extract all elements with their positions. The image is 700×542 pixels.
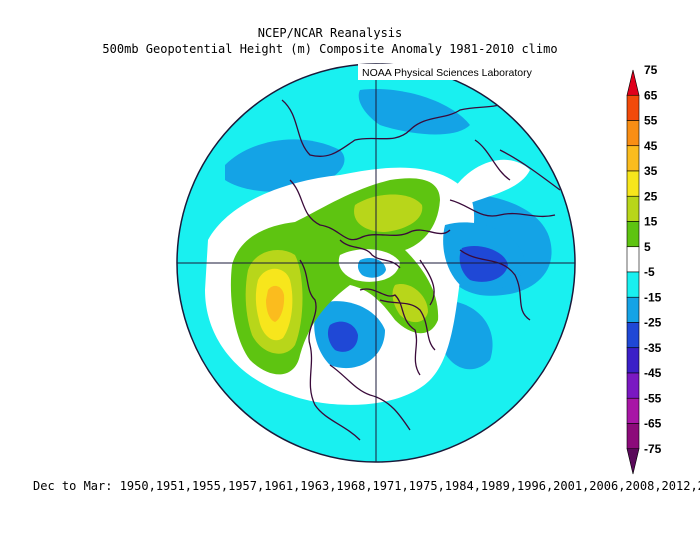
colorbar-swatch [626,145,640,172]
colorbar-swatch [626,94,640,121]
anomaly-zero-band-pacific [450,159,530,205]
colorbar-tick-label: -15 [644,290,662,304]
colorbar-swatch [626,221,640,248]
anomaly-pos-yellowgreen-arctic [354,194,423,232]
colorbar-swatch [626,423,640,450]
colorbar: 75 65 55 45 35 25 15 5 -5 -15 -25 -35 -45 -55 -65 -75 [626,63,662,475]
anomaly-pos-orange [266,285,285,322]
credit-box [358,64,576,80]
colorbar-tick-label: -55 [644,391,662,405]
colorbar-tick-label: 5 [644,240,651,254]
colorbar-swatch [626,448,640,475]
anomaly-field [177,64,575,462]
coastlines [281,99,561,441]
anomaly-neg-core-na [327,321,358,352]
map-subtitle: 500mb Geopotential Height (m) Composite … [102,42,558,56]
colorbar-tick-label: -25 [644,316,662,330]
colorbar-tick-label: 55 [644,114,658,128]
colorbar-tick-label: 15 [644,215,658,229]
colorbar-swatch [626,372,640,399]
colorbar-swatch [626,246,640,273]
colorbar-tick-label: -65 [644,417,662,431]
colorbar-swatch [626,347,640,374]
map-gridlines [177,64,575,462]
colorbar-tick-label: 35 [644,164,658,178]
anomaly-neg-core-europe [459,245,508,282]
colorbar-swatch [626,322,640,349]
colorbar-tick-label: -35 [644,341,662,355]
colorbar-tick-label: -45 [644,366,662,380]
colorbar-tick-label: 45 [644,139,658,153]
colorbar-tick-label: 25 [644,189,658,203]
anomaly-neg-arctic-top [358,89,470,135]
colorbar-swatch [626,296,640,323]
colorbar-swatch [626,271,640,298]
footer-note: Dec to Mar: 1950,1951,1955,1957,1961,196… [33,479,700,493]
colorbar-tick-label: 65 [644,88,658,102]
colorbar-swatch [626,170,640,197]
map-title: NCEP/NCAR Reanalysis [257,26,403,40]
colorbar-tick-label: -75 [644,442,662,456]
anomaly-pos-yellowgreen-greenland [392,284,428,323]
credit-label: NOAA Physical Sciences Laboratory [362,67,533,79]
colorbar-tick-label: 75 [644,63,658,77]
colorbar-tick-label: -5 [644,265,655,279]
colorbar-swatch [626,397,640,424]
colorbar-swatch [626,69,640,96]
colorbar-swatch [626,195,640,222]
colorbar-swatch [626,120,640,147]
